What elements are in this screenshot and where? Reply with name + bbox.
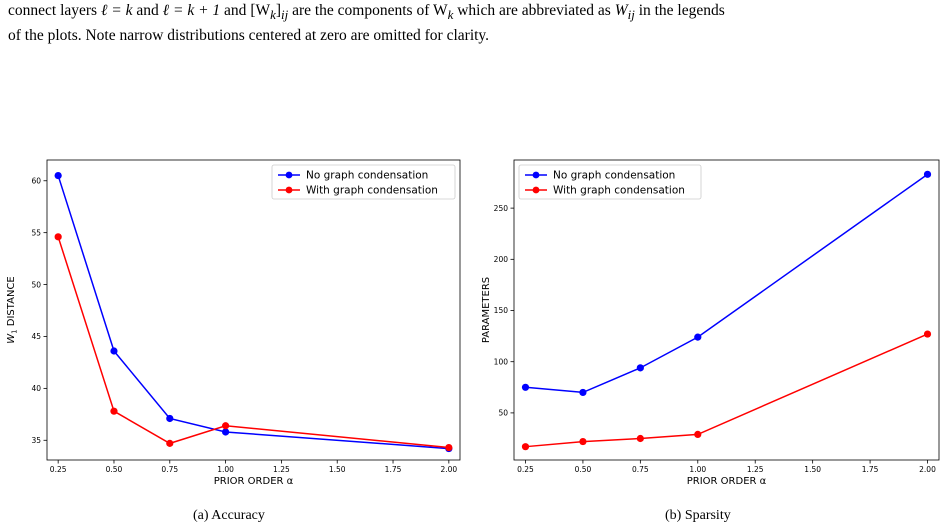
chart-panel-sparsity: 0.25 0.50 0.75 1.00 1.25 1.50 1.75 2.00 50 100 150…: [474, 158, 949, 493]
subcaption-sparsity: (b) Sparsity: [665, 508, 731, 523]
legend-box: [271, 164, 456, 200]
x-tick-label: 2.00: [919, 465, 936, 474]
x-tick-label: 1.25: [273, 465, 290, 474]
caption-text-segment: in the legends: [634, 2, 725, 19]
data-point: [694, 333, 702, 341]
x-tick-label: 1.50: [329, 465, 346, 474]
caption-text-segment: connect layers: [8, 2, 101, 19]
caption-math: ℓ = k: [100, 2, 133, 19]
caption-text-segment: and: [220, 2, 251, 19]
y-axis-label: PARAMETERS: [481, 277, 492, 343]
legend-marker: [285, 186, 293, 194]
series-line: [57, 175, 449, 450]
plot-frame: [513, 159, 940, 461]
y-tick-label: 35: [31, 436, 41, 445]
x-tick-label: 0.75: [161, 465, 178, 474]
x-tick-label: 1.75: [385, 465, 402, 474]
caption-math-sub: ij: [281, 7, 289, 23]
caption-text-segment: are the components of W: [288, 2, 448, 19]
data-point: [54, 171, 62, 180]
x-tick-label: 0.75: [632, 465, 649, 474]
data-point: [521, 383, 530, 391]
y-tick-label: 45: [31, 332, 41, 341]
data-point: [636, 364, 644, 372]
data-point: [579, 437, 587, 446]
legend-label: With graph condensation: [553, 185, 685, 197]
data-point: [923, 170, 932, 178]
y-tick-label: 100: [494, 357, 509, 366]
caption-math: W: [614, 2, 628, 19]
series-line: [57, 236, 449, 449]
legend-label: No graph condensation: [306, 170, 428, 182]
legend-marker: [285, 171, 293, 179]
y-axis-label: W1 DISTANCE: [6, 276, 19, 344]
caption-text-segment: which are abbreviated as: [453, 2, 615, 19]
x-tick-label: 1.00: [689, 465, 706, 474]
x-tick-label: 0.25: [517, 465, 534, 474]
caption-line-2: of the plots. Note narrow distributions …: [8, 27, 490, 45]
x-tick-label: 0.25: [50, 465, 67, 474]
y-tick-label: 40: [31, 384, 41, 393]
legend-box: [518, 164, 702, 200]
data-point: [221, 428, 230, 436]
chart-panel-accuracy: 0.25 0.50 0.75 1.00 1.25 1.50 1.75 2.00 35 40 45 50…: [0, 158, 470, 493]
sparsity-chart: 0.25 0.50 0.75 1.00 1.25 1.50 1.75 2.00 50 100 150…: [481, 159, 940, 487]
x-tick-label: 0.50: [575, 465, 592, 474]
caption-math: [W: [250, 2, 271, 19]
plot-frame: [46, 159, 461, 461]
y-tick-label: 150: [494, 306, 509, 315]
caption-line-1: connect layers ℓ = k and ℓ = k + 1 and […: [8, 0, 943, 25]
data-point: [579, 388, 587, 397]
data-point: [110, 407, 118, 415]
x-tick-label: 0.50: [106, 465, 123, 474]
caption-math-sub: ij: [627, 7, 635, 23]
data-point: [521, 443, 530, 451]
y-tick-label: 55: [31, 228, 41, 237]
x-axis-label: PRIOR ORDER α: [214, 476, 294, 487]
legend-label: With graph condensation: [306, 185, 438, 197]
data-point: [636, 434, 644, 443]
data-point: [445, 443, 453, 452]
x-tick-label: 1.00: [217, 465, 234, 474]
caption-text-segment: and: [132, 2, 163, 19]
data-point: [221, 422, 230, 430]
x-axis-label: PRIOR ORDER α: [687, 476, 767, 487]
x-tick-label: 2.00: [440, 465, 457, 474]
caption-math: ]: [275, 2, 282, 19]
y-tick-label: 250: [494, 204, 509, 213]
data-point: [923, 330, 932, 338]
caption-math-sub: k: [447, 7, 454, 23]
caption-math: ℓ = k + 1: [162, 2, 221, 19]
accuracy-chart: 0.25 0.50 0.75 1.00 1.25 1.50 1.75 2.00 35 40 45 50…: [6, 159, 461, 487]
y-tick-label: 60: [31, 176, 41, 185]
y-tick-label: 50: [498, 409, 508, 418]
x-tick-label: 1.75: [862, 465, 879, 474]
y-tick-label: 200: [494, 255, 509, 264]
data-point: [166, 414, 174, 423]
data-point: [110, 347, 118, 355]
legend-marker: [532, 186, 540, 194]
data-point: [54, 233, 62, 241]
figure-caption: connect layers ℓ = k and ℓ = k + 1 and […: [8, 0, 943, 46]
data-point: [166, 439, 174, 447]
caption-math-sub: k: [270, 7, 276, 23]
x-tick-label: 1.50: [804, 465, 821, 474]
subcaption-accuracy: (a) Accuracy: [193, 508, 265, 523]
legend-label: No graph condensation: [553, 170, 675, 182]
data-point: [694, 430, 702, 439]
legend-marker: [532, 171, 540, 179]
x-tick-label: 1.25: [747, 465, 764, 474]
y-tick-label: 50: [31, 280, 41, 289]
